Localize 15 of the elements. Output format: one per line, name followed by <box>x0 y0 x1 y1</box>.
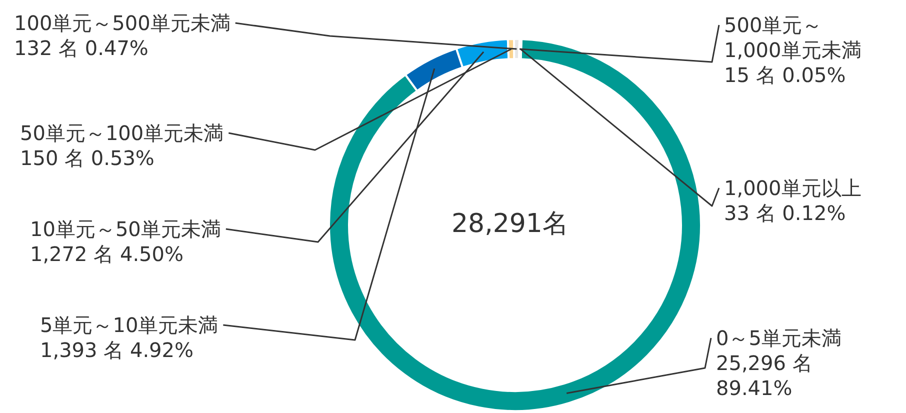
data-label: 132 名 0.47% <box>14 36 148 60</box>
slice-label: 0～5単元未満 <box>716 326 842 350</box>
data-label: 25,296 名 89.41% <box>716 351 812 400</box>
slice-label: 500単元～1,000単元未満 <box>724 13 862 62</box>
text: 28,291名 <box>452 209 568 239</box>
data-label: 150 名 0.53% <box>20 146 154 170</box>
slice-label: 5単元～10単元未満 <box>40 313 218 337</box>
data-label: 1,272 名 4.50% <box>30 242 184 266</box>
slice-label: 1,000単元以上 <box>724 176 862 200</box>
slice-label: 10単元～50単元未満 <box>30 217 221 241</box>
data-label: 15 名 0.05% <box>724 63 846 87</box>
slice-label: 100単元～500単元未満 <box>14 11 230 35</box>
slice-label: 50単元～100単元未満 <box>20 121 224 145</box>
data-label: 1,393 名 4.92% <box>40 338 194 362</box>
data-label: 33 名 0.12% <box>724 201 846 225</box>
